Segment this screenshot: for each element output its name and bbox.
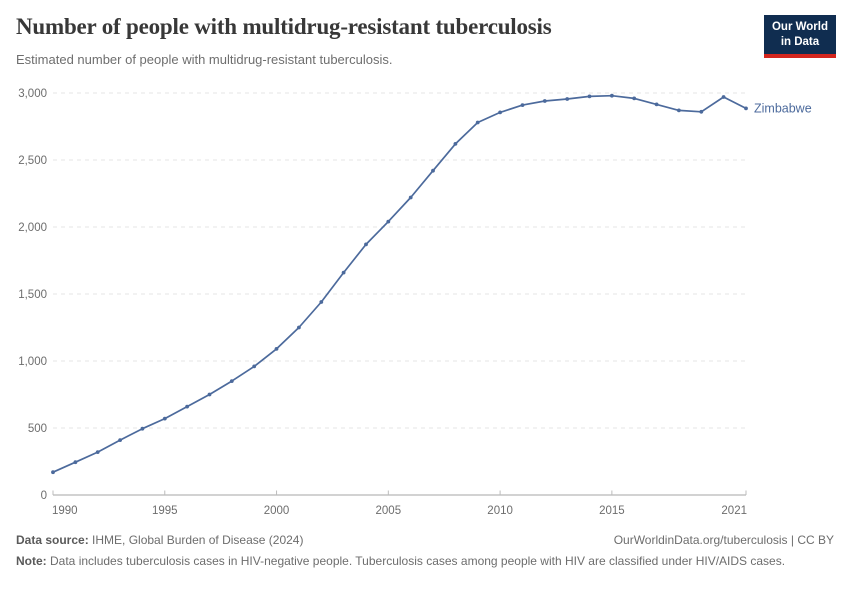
data-point bbox=[610, 93, 614, 98]
y-tick-label: 1,000 bbox=[18, 356, 47, 368]
y-tick-label: 2,000 bbox=[18, 222, 47, 234]
footer-source-row: Data source: IHME, Global Burden of Dise… bbox=[16, 533, 834, 549]
data-point bbox=[252, 364, 257, 369]
data-point bbox=[162, 416, 167, 421]
data-point bbox=[721, 95, 726, 99]
data-point bbox=[207, 392, 212, 397]
y-tick-label: 3,000 bbox=[18, 88, 47, 100]
data-point bbox=[699, 109, 704, 114]
x-tick-label: 2010 bbox=[487, 505, 513, 517]
series-end-label: Zimbabwe bbox=[754, 101, 812, 115]
x-tick-label: 2000 bbox=[264, 505, 290, 517]
data-point bbox=[185, 404, 190, 409]
y-tick-label: 0 bbox=[41, 490, 47, 502]
data-point bbox=[386, 219, 391, 224]
chart-subtitle: Estimated number of people with multidru… bbox=[16, 52, 393, 67]
data-source-value: IHME, Global Burden of Disease (2024) bbox=[88, 533, 304, 547]
data-point bbox=[520, 103, 525, 107]
x-tick-label: 1990 bbox=[52, 505, 78, 517]
x-tick-label: 2021 bbox=[721, 505, 747, 517]
data-point bbox=[51, 470, 55, 475]
x-tick-label: 2005 bbox=[376, 505, 402, 517]
data-point bbox=[565, 97, 570, 101]
note-label: Note: bbox=[16, 554, 47, 568]
data-point bbox=[319, 300, 324, 304]
owid-logo-line2: in Data bbox=[780, 35, 820, 48]
y-tick-label: 2,500 bbox=[18, 155, 47, 167]
data-point bbox=[95, 450, 100, 454]
data-point bbox=[744, 106, 748, 111]
data-point bbox=[274, 347, 279, 351]
data-point bbox=[587, 94, 592, 99]
data-point bbox=[498, 110, 502, 115]
y-tick-label: 500 bbox=[28, 423, 47, 435]
owid-logo-line1: Our World bbox=[771, 21, 828, 33]
data-point bbox=[453, 142, 458, 146]
data-point bbox=[364, 242, 368, 247]
data-source: Data source: IHME, Global Burden of Dise… bbox=[16, 533, 303, 549]
data-point bbox=[229, 379, 234, 383]
data-point bbox=[677, 108, 681, 113]
data-line bbox=[52, 94, 747, 473]
data-point bbox=[542, 99, 547, 103]
data-point bbox=[73, 460, 78, 465]
data-point bbox=[118, 438, 122, 442]
data-point bbox=[475, 120, 480, 125]
data-point bbox=[140, 426, 145, 431]
owid-logo: Our World in Data bbox=[763, 15, 836, 58]
data-point bbox=[431, 168, 435, 173]
x-tick-label: 2015 bbox=[599, 505, 625, 517]
data-point bbox=[297, 325, 301, 330]
footer-note: Note: Data includes tuberculosis cases i… bbox=[16, 554, 796, 570]
note-text: Data includes tuberculosis cases in HIV-… bbox=[46, 554, 786, 568]
attribution-link[interactable]: OurWorldinData.org/tuberculosis | CC BY bbox=[613, 533, 834, 547]
data-point bbox=[341, 270, 346, 275]
data-source-label: Data source: bbox=[16, 533, 89, 547]
data-point bbox=[632, 96, 637, 101]
page-title: Number of people with multidrug-resistan… bbox=[16, 14, 552, 39]
data-point bbox=[654, 102, 659, 107]
data-point bbox=[408, 195, 413, 200]
line-chart: 0 500 1,000 1,500 2,000 2,500 3,000 1990 1995 200… bbox=[18, 88, 812, 517]
y-tick-label: 1,500 bbox=[18, 289, 47, 301]
x-tick-label: 1995 bbox=[152, 505, 178, 517]
